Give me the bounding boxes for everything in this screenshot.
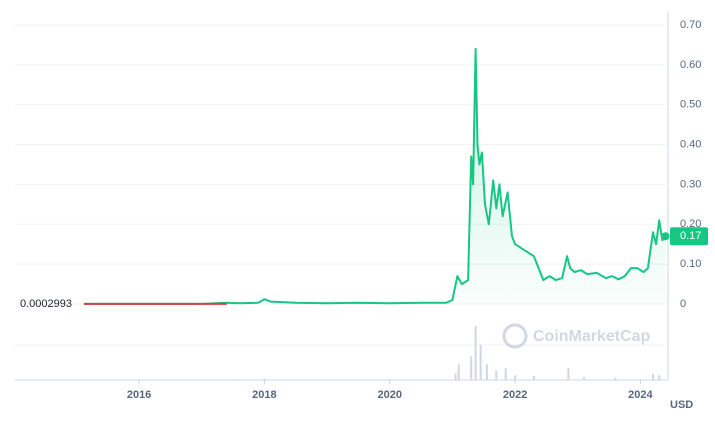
volume-bar: [567, 368, 570, 380]
volume-bar: [514, 375, 517, 380]
volume-bar: [504, 368, 507, 380]
x-tick-label: 2024: [628, 389, 653, 401]
volume-bar: [479, 344, 482, 380]
volume-bar: [495, 370, 498, 380]
volume-bar: [474, 325, 477, 380]
currency-label: USD: [670, 399, 693, 411]
y-tick-label: 0.40: [680, 138, 701, 150]
volume-bar: [232, 379, 235, 380]
watermark-text: CoinMarketCap: [533, 328, 651, 345]
watermark-logo: [502, 323, 528, 349]
watermark: CoinMarketCap: [502, 323, 651, 349]
volume-bar: [651, 373, 654, 380]
current-dot: [661, 232, 670, 241]
y-tick-label: 0: [680, 298, 686, 310]
x-tick-label: 2016: [127, 389, 151, 401]
y-tick-label: 0.70: [680, 19, 701, 31]
volume-bar: [485, 364, 488, 380]
volume-bar: [454, 373, 457, 380]
volume-bar: [470, 356, 473, 380]
y-tick-label: 0.10: [680, 258, 701, 270]
price-line: [83, 47, 667, 305]
y-tick-label: 0.20: [680, 218, 701, 230]
volume-bar: [263, 378, 266, 380]
x-tick-label: 2022: [503, 389, 527, 401]
x-tick-label: 2018: [252, 389, 276, 401]
volume-bar: [614, 377, 617, 380]
volume-bar: [532, 376, 535, 380]
y-tick-label: 0.30: [680, 178, 701, 190]
x-tick-label: 2020: [378, 389, 402, 401]
y-tick-label: 0.50: [680, 99, 701, 111]
current-price-label: 0.17: [680, 230, 701, 242]
y-tick-label: 0.60: [680, 59, 701, 71]
volume-bar: [583, 376, 586, 380]
volume-bar: [658, 375, 661, 380]
start-price-label: 0.0002993: [20, 298, 72, 310]
current-price-tag: [670, 227, 708, 246]
volume-bar: [457, 364, 460, 380]
price-area: [83, 48, 666, 305]
